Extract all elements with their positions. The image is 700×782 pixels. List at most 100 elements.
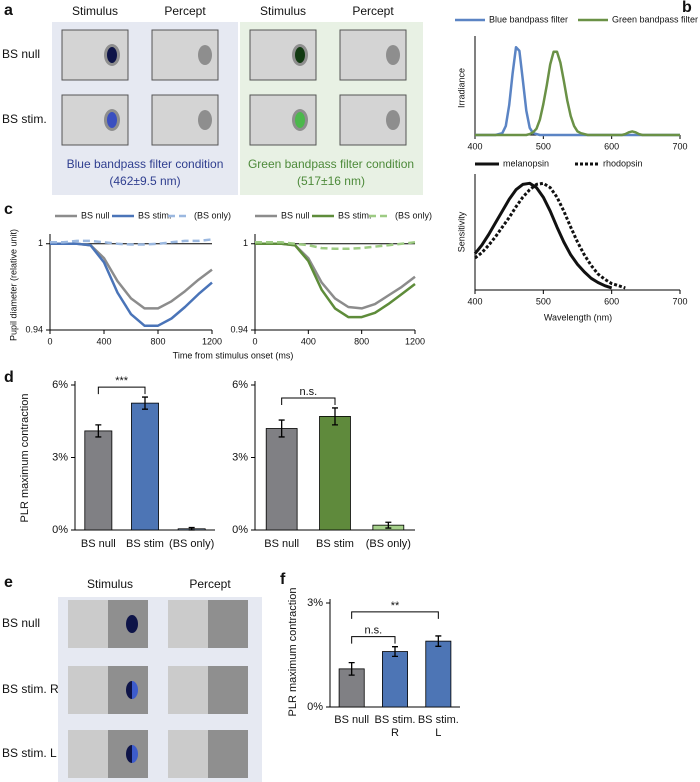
x-tick-label: BS stim.	[375, 714, 416, 726]
legend-label: rhodopsin	[603, 158, 643, 168]
x-tick-label: (BS only)	[169, 538, 214, 550]
column-header: Stimulus	[87, 577, 133, 591]
column-header: Percept	[189, 577, 231, 591]
x-axis-label: Wavelength (nm)	[544, 312, 612, 322]
x-tick-label: 600	[604, 296, 619, 306]
percept-spot	[386, 45, 400, 65]
legend-label: BS stim.	[338, 210, 372, 220]
y-tick-label: 0%	[52, 524, 68, 536]
percept-spot	[386, 110, 400, 130]
error-bar	[278, 419, 285, 438]
row-label: BS null	[2, 47, 40, 61]
screen-right	[208, 666, 248, 714]
y-tick-label: 1	[38, 238, 43, 248]
x-tick-label: (BS only)	[366, 538, 411, 550]
x-tick-label: L	[435, 727, 441, 739]
series-line	[474, 181, 626, 290]
column-header: Percept	[164, 4, 206, 18]
caption: Green bandpass filter condition	[248, 157, 414, 171]
stimulus-dot	[107, 47, 117, 63]
legend-label: Blue bandpass filter	[489, 14, 568, 24]
y-axis-label: Sensitivity	[456, 211, 466, 252]
panel-label: f	[280, 571, 286, 588]
error-bar	[392, 646, 398, 658]
x-tick-label: BS null	[81, 538, 116, 550]
x-tick-label: 0	[47, 336, 52, 346]
spots	[104, 44, 400, 131]
significance-bracket	[351, 611, 439, 619]
legend-label: BS stim.	[138, 210, 172, 220]
error-bar	[385, 521, 392, 529]
caption: Blue bandpass filter condition	[67, 157, 224, 171]
screen-right	[208, 730, 248, 778]
x-tick-label: 0	[252, 336, 257, 346]
series-line	[255, 241, 416, 251]
x-tick-label: 1200	[405, 336, 425, 346]
stimulus-dot	[126, 615, 138, 633]
x-tick-label: 800	[150, 336, 165, 346]
percept-spot	[198, 110, 212, 130]
significance-label: n.s.	[299, 386, 317, 398]
bar	[84, 430, 113, 531]
x-tick-label: 800	[354, 336, 369, 346]
error-bar	[435, 635, 442, 647]
legend-label: (BS only)	[194, 210, 231, 220]
x-tick-label: 400	[467, 141, 482, 151]
panel-label: e	[4, 574, 13, 591]
x-axis-label: Time from stimulus onset (ms)	[173, 350, 294, 360]
y-tick-label: 0.94	[25, 324, 43, 334]
series-line	[475, 50, 680, 137]
significance-bracket	[97, 386, 146, 395]
error-bar	[188, 526, 195, 531]
row-label: BS stim. L	[2, 746, 57, 760]
y-tick-label: 1	[243, 238, 248, 248]
y-tick-label: 6%	[52, 379, 68, 391]
bar	[319, 416, 351, 531]
x-tick-label: BS stim.	[418, 714, 459, 726]
screen-left	[168, 666, 208, 714]
y-tick-label: 3%	[307, 597, 323, 609]
stimulus-dot	[107, 112, 117, 128]
caption: (462±9.5 nm)	[109, 174, 180, 188]
panel-label: a	[4, 2, 13, 19]
series-line	[50, 238, 213, 246]
y-axis-label: Irradiance	[456, 68, 466, 108]
stimulus-boxes	[68, 600, 248, 778]
bar	[265, 428, 298, 531]
row-label: BS stim. R	[2, 682, 59, 696]
stimulus-dot	[126, 745, 132, 763]
stimulus-dot	[295, 47, 305, 63]
legend-label: BS null	[281, 210, 310, 220]
x-tick-label: 400	[96, 336, 111, 346]
caption: (517±16 nm)	[297, 174, 365, 188]
stimulus-dot	[126, 681, 132, 699]
screen-left	[68, 730, 108, 778]
series-line	[50, 242, 213, 310]
y-axis-label: PLR maximum contraction	[19, 394, 31, 523]
screen-right	[208, 600, 248, 648]
significance-label: ***	[115, 375, 129, 387]
screen-left	[68, 666, 108, 714]
screen-left	[68, 600, 108, 648]
series-line	[475, 45, 680, 137]
legend-label: Green bandpass filter	[612, 14, 698, 24]
panel-label: c	[4, 201, 13, 218]
x-tick-label: 500	[536, 141, 551, 151]
y-tick-label: 0.94	[230, 324, 248, 334]
legend-label: (BS only)	[395, 210, 432, 220]
bar	[425, 640, 452, 708]
x-tick-label: 500	[536, 296, 551, 306]
y-tick-label: 6%	[232, 379, 248, 391]
x-tick-label: BS null	[264, 538, 299, 550]
y-tick-label: 0%	[232, 524, 248, 536]
percept-spot	[198, 45, 212, 65]
x-tick-label: 600	[604, 141, 619, 151]
x-tick-label: 700	[672, 296, 687, 306]
panel-label: b	[682, 0, 692, 16]
y-tick-label: 3%	[52, 451, 68, 463]
x-tick-label: BS stim	[126, 538, 164, 550]
x-tick-label: BS stim	[316, 538, 354, 550]
series-line	[255, 242, 416, 319]
y-axis-label: Pupil diameter (relative unit)	[8, 229, 18, 341]
legend-label: BS null	[81, 210, 110, 220]
